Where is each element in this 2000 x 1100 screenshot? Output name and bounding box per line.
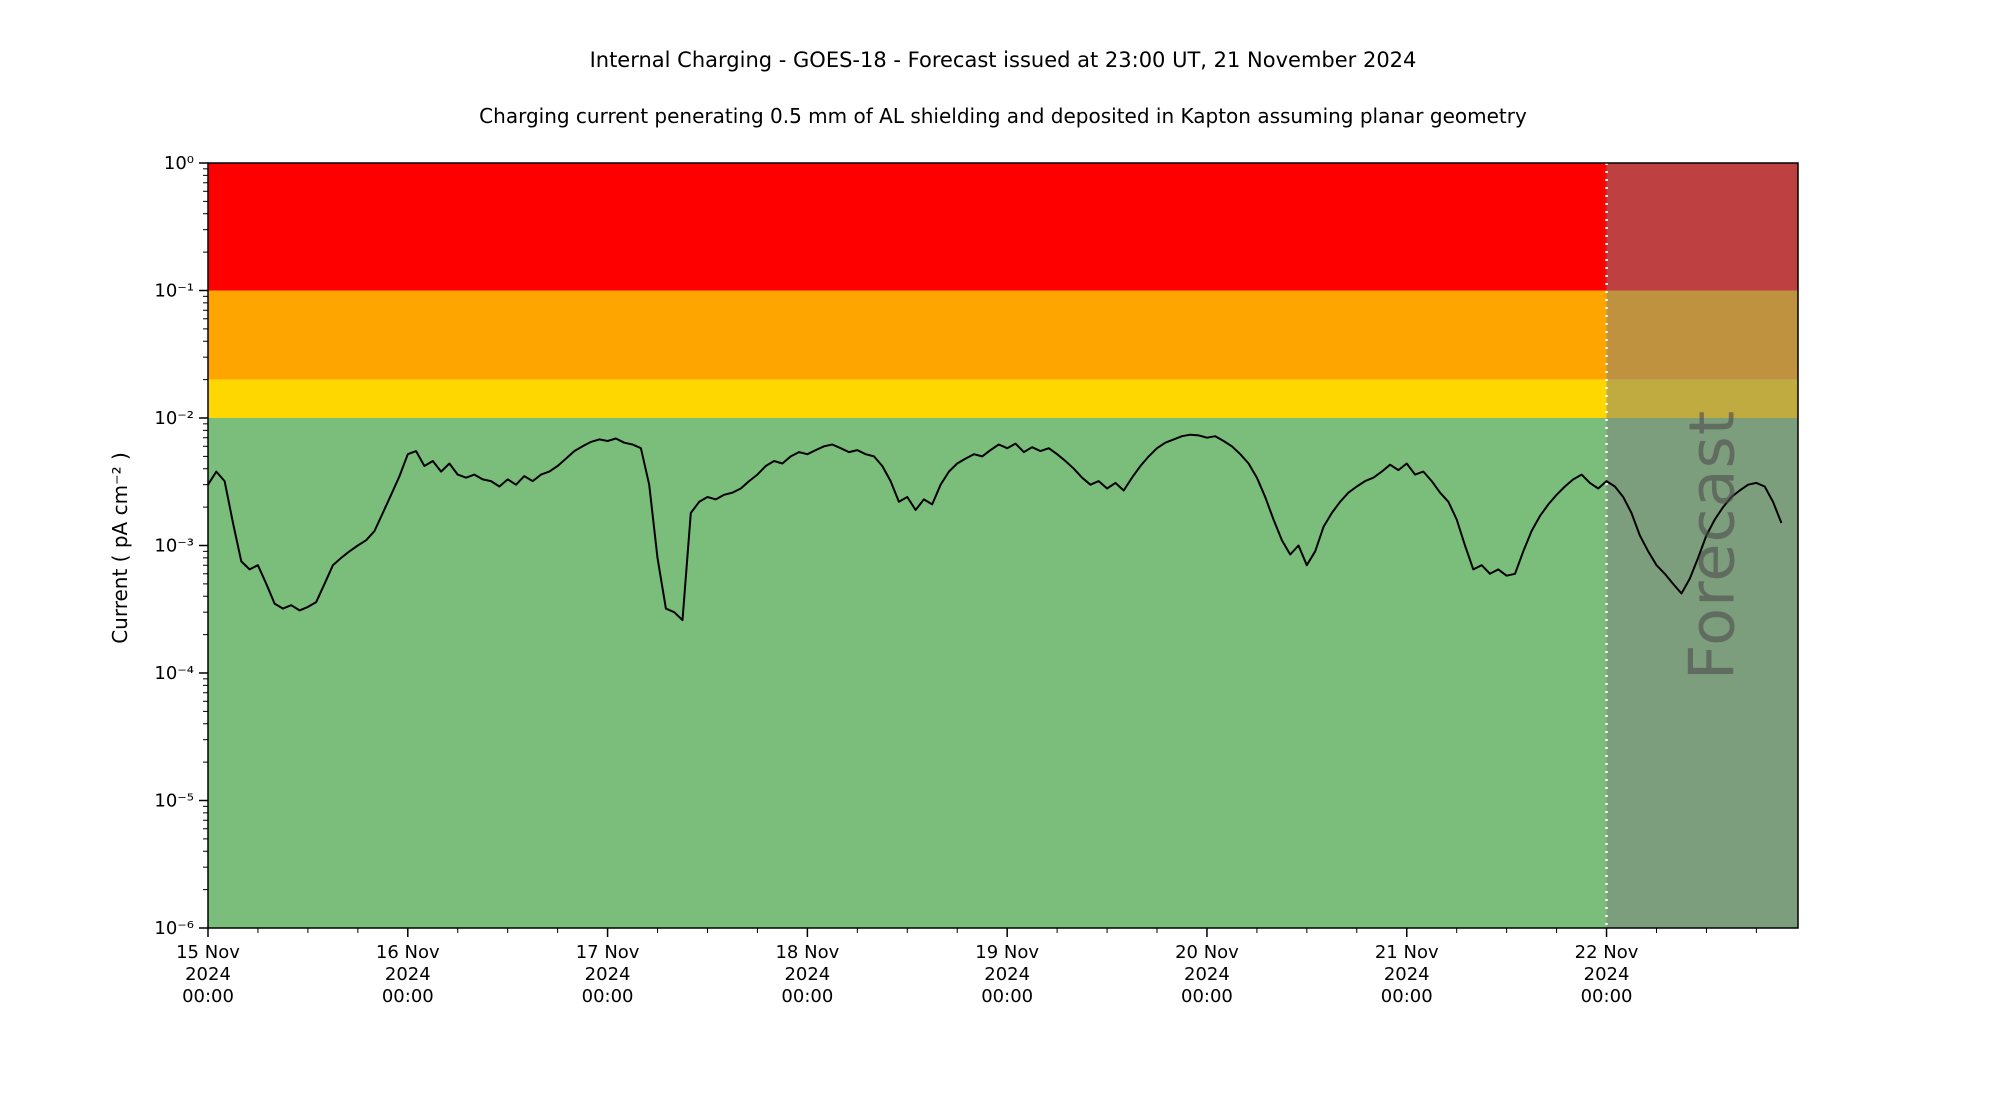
y-tick-label: 10⁻⁴ xyxy=(154,663,194,684)
y-tick-label: 10⁰ xyxy=(164,153,194,174)
y-tick-label: 10⁻¹ xyxy=(154,281,194,302)
x-tick-label: 21 Nov 2024 00:00 xyxy=(1375,942,1439,1007)
x-tick-label: 17 Nov 2024 00:00 xyxy=(576,942,640,1007)
data-line xyxy=(207,433,1783,622)
band-orange-warning xyxy=(208,290,1798,380)
y-tick-label: 10⁻³ xyxy=(154,536,194,557)
chart-title: Internal Charging - GOES-18 - Forecast i… xyxy=(589,48,1417,72)
band-yellow-caution xyxy=(208,379,1798,418)
chart-subtitle: Charging current penerating 0.5 mm of AL… xyxy=(479,104,1527,128)
forecast-watermark: Forecast xyxy=(1675,409,1749,681)
x-tick-label: 16 Nov 2024 00:00 xyxy=(376,942,440,1007)
x-tick-label: 15 Nov 2024 00:00 xyxy=(176,942,240,1007)
x-tick-label: 22 Nov 2024 00:00 xyxy=(1575,942,1639,1007)
x-tick-label: 18 Nov 2024 00:00 xyxy=(775,942,839,1007)
x-tick-label: 20 Nov 2024 00:00 xyxy=(1175,942,1239,1007)
y-tick-label: 10⁻⁵ xyxy=(154,791,194,812)
band-red-alert xyxy=(208,163,1798,291)
y-tick-label: 10⁻² xyxy=(154,408,194,429)
y-tick-label: 10⁻⁶ xyxy=(154,918,194,939)
band-green-nominal xyxy=(208,418,1798,928)
x-tick-label: 19 Nov 2024 00:00 xyxy=(975,942,1039,1007)
